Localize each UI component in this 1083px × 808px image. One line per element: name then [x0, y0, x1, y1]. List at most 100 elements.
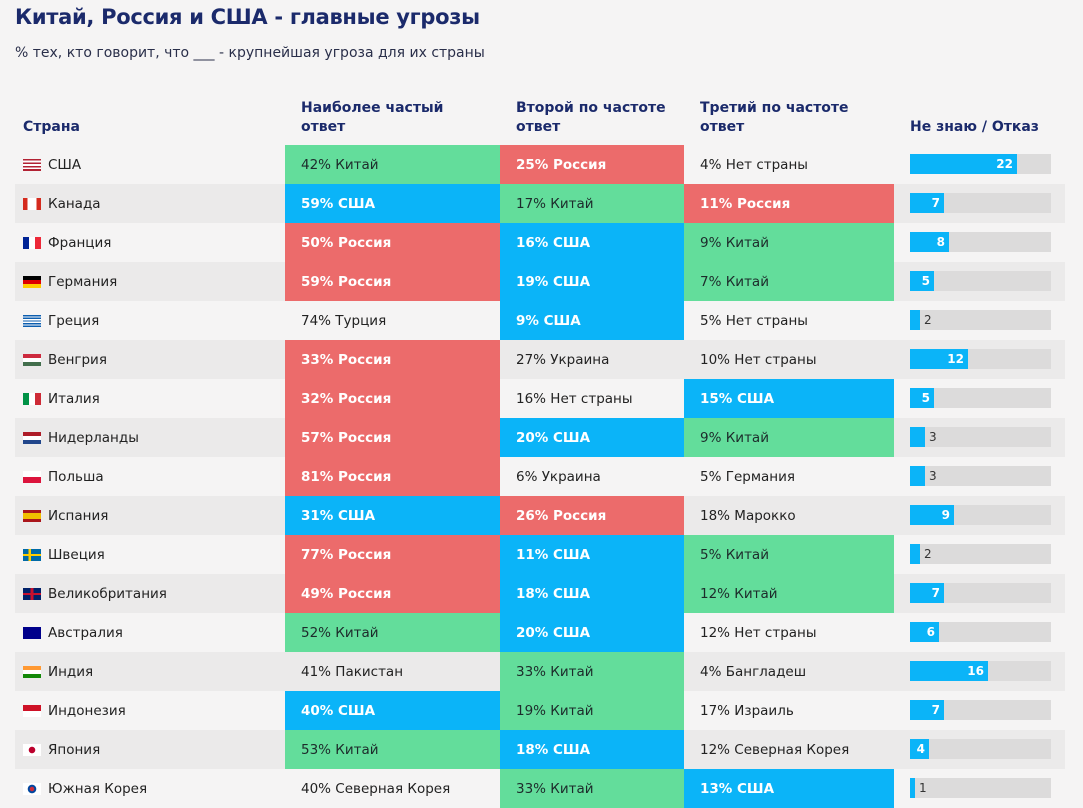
country-name: Венгрия	[48, 351, 107, 368]
country-name: Индонезия	[48, 702, 126, 719]
third-answer-cell: 10% Нет страны	[700, 351, 817, 368]
dont-know-value: 4	[916, 742, 925, 756]
first-answer-cell: 40% Северная Корея	[301, 780, 451, 797]
dont-know-bar	[910, 505, 954, 525]
third-answer-cell: 5% Китай	[684, 535, 894, 574]
first-answer-cell: 59% США	[285, 184, 500, 223]
country-name: Польша	[48, 468, 104, 485]
first-answer-cell: 33% Россия	[285, 340, 500, 379]
country-cell: Польша	[23, 457, 104, 496]
table-row: Венгрия 33% Россия 27% Украина 10% Нет с…	[15, 340, 1065, 379]
second-answer-cell: 19% США	[500, 262, 684, 301]
first-answer-cell: 81% Россия	[285, 457, 500, 496]
dont-know-value: 6	[926, 625, 935, 639]
country-cell: Южная Корея	[23, 769, 147, 808]
country-name: Австралия	[48, 624, 123, 641]
dont-know-bar	[910, 739, 929, 759]
dont-know-bar	[910, 544, 920, 564]
country-name: Швеция	[48, 546, 105, 563]
third-answer-cell: 12% Северная Корея	[700, 741, 850, 758]
country-name: Южная Корея	[48, 780, 148, 797]
dont-know-bar	[910, 193, 944, 213]
first-answer-cell: 57% Россия	[285, 418, 500, 457]
second-answer-cell: 16% США	[500, 223, 684, 262]
second-answer-cell: 18% США	[500, 730, 684, 769]
dont-know-bar-track: 16	[910, 661, 1051, 681]
third-answer-cell: 17% Израиль	[700, 702, 794, 719]
flag-in-icon	[23, 665, 41, 678]
country-name: США	[48, 156, 82, 173]
dont-know-bar	[910, 466, 925, 486]
dont-know-bar-track: 8	[910, 232, 1051, 252]
country-cell: Нидерланды	[23, 418, 139, 457]
table-row: Индия 41% Пакистан 33% Китай 4% Бангладе…	[15, 652, 1065, 691]
dont-know-bar-track: 9	[910, 505, 1051, 525]
third-answer-cell: 11% Россия	[684, 184, 894, 223]
country-name: Великобритания	[48, 585, 167, 602]
third-answer-cell: 18% Марокко	[700, 507, 796, 524]
third-answer-cell: 5% Германия	[700, 468, 795, 485]
dont-know-value: 12	[947, 352, 964, 366]
third-answer-cell: 12% Китай	[684, 574, 894, 613]
first-answer-cell: 32% Россия	[285, 379, 500, 418]
country-name: Италия	[48, 390, 100, 407]
dont-know-value: 16	[967, 664, 984, 678]
dont-know-value: 7	[931, 196, 940, 210]
table-row: США 42% Китай 25% Россия 4% Нет страны 2…	[15, 145, 1065, 184]
first-answer-cell: 31% США	[285, 496, 500, 535]
third-answer-cell: 13% США	[684, 769, 894, 808]
dont-know-bar-track: 6	[910, 622, 1051, 642]
country-name: Испания	[48, 507, 109, 524]
country-cell: Испания	[23, 496, 108, 535]
flag-au-icon	[23, 626, 41, 639]
header-country: Страна	[23, 119, 80, 135]
dont-know-bar	[910, 427, 925, 447]
dont-know-bar	[910, 622, 939, 642]
third-answer-cell: 9% Китай	[684, 418, 894, 457]
flag-hu-icon	[23, 353, 41, 366]
country-name: Греция	[48, 312, 100, 329]
dont-know-value: 3	[929, 469, 937, 483]
dont-know-value: 5	[921, 274, 930, 288]
first-answer-cell: 42% Китай	[285, 145, 500, 184]
header-second-answer: Второй по частоте ответ	[516, 100, 666, 135]
flag-it-icon	[23, 392, 41, 405]
dont-know-bar-track: 12	[910, 349, 1051, 369]
country-name: Нидерланды	[48, 429, 139, 446]
flag-pl-icon	[23, 470, 41, 483]
dont-know-bar	[910, 700, 944, 720]
country-cell: Австралия	[23, 613, 123, 652]
flag-se-icon	[23, 548, 41, 561]
dont-know-bar-track: 22	[910, 154, 1051, 174]
dont-know-value: 5	[921, 391, 930, 405]
second-answer-cell: 25% Россия	[500, 145, 684, 184]
second-answer-cell: 33% Китай	[500, 769, 684, 808]
second-answer-cell: 19% Китай	[500, 691, 684, 730]
flag-gb-icon	[23, 587, 41, 600]
country-cell: Германия	[23, 262, 117, 301]
header-first-answer: Наиболее частый ответ	[301, 100, 444, 135]
country-cell: Индия	[23, 652, 93, 691]
third-answer-cell: 4% Бангладеш	[700, 663, 807, 680]
first-answer-cell: 59% Россия	[285, 262, 500, 301]
third-answer-cell: 4% Нет страны	[700, 156, 808, 173]
dont-know-value: 2	[924, 547, 932, 561]
table-row: Южная Корея 40% Северная Корея 33% Китай…	[15, 769, 1065, 808]
dont-know-bar-track: 2	[910, 544, 1051, 564]
country-name: Канада	[48, 195, 101, 212]
first-answer-cell: 50% Россия	[285, 223, 500, 262]
first-answer-cell: 52% Китай	[285, 613, 500, 652]
flag-id-icon	[23, 704, 41, 717]
country-name: Япония	[48, 741, 101, 758]
dont-know-bar	[910, 349, 968, 369]
dont-know-bar-track: 5	[910, 271, 1051, 291]
dont-know-value: 2	[924, 313, 932, 327]
country-cell: Швеция	[23, 535, 105, 574]
dont-know-bar-track: 2	[910, 310, 1051, 330]
dont-know-value: 7	[931, 703, 940, 717]
dont-know-value: 8	[936, 235, 945, 249]
second-answer-cell: 20% США	[500, 613, 684, 652]
flag-kr-icon	[23, 782, 41, 795]
table-row: Япония 53% Китай 18% США 12% Северная Ко…	[15, 730, 1065, 769]
first-answer-cell: 77% Россия	[285, 535, 500, 574]
